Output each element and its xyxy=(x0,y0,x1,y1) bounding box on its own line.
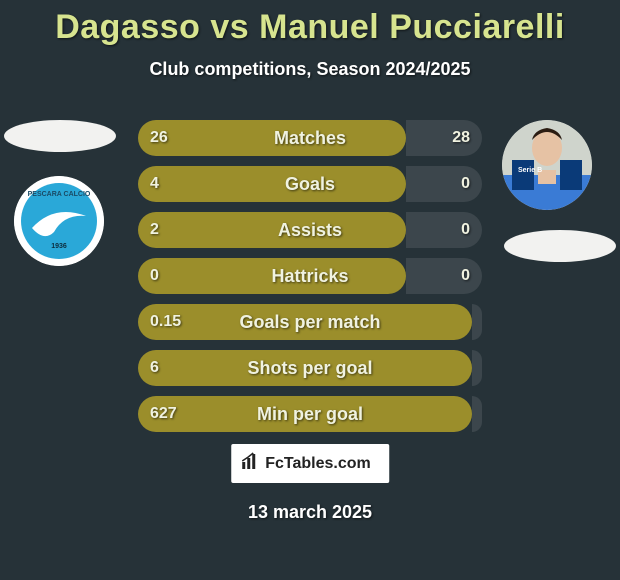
stat-bar: Min per goal627 xyxy=(138,396,482,432)
right-player-avatar: Serie B xyxy=(502,120,592,210)
comparison-bars: Matches2628Goals40Assists20Hattricks00Go… xyxy=(138,120,482,442)
stat-bar: Matches2628 xyxy=(138,120,482,156)
stat-bar: Goals per match0.15 xyxy=(138,304,482,340)
stat-bar-rest xyxy=(472,350,482,386)
date-stamp: 13 march 2025 xyxy=(0,502,620,523)
stat-bar-fill xyxy=(138,166,406,202)
stat-bar-rest xyxy=(472,304,482,340)
stat-bar-left-value: 0 xyxy=(150,258,159,294)
left-player-club-logo: PESCARA CALCIO 1936 xyxy=(14,176,104,266)
stat-bar: Hattricks00 xyxy=(138,258,482,294)
stat-bar-right-value: 0 xyxy=(461,258,470,294)
site-label: FcTables.com xyxy=(265,455,371,473)
stat-bar-left-value: 627 xyxy=(150,396,177,432)
right-ellipse xyxy=(504,230,616,262)
stat-bar-rest xyxy=(406,166,482,202)
stat-bar-left-value: 6 xyxy=(150,350,159,386)
left-ellipse xyxy=(4,120,116,152)
stat-bar-rest xyxy=(472,396,482,432)
stat-bar-left-value: 4 xyxy=(150,166,159,202)
stat-bar-fill xyxy=(138,396,472,432)
stat-bar-fill xyxy=(138,304,472,340)
stat-bar-right-value: 0 xyxy=(461,212,470,248)
stat-bar: Assists20 xyxy=(138,212,482,248)
stat-bar-rest xyxy=(406,120,482,156)
stat-bar: Goals40 xyxy=(138,166,482,202)
chart-icon xyxy=(241,452,259,475)
page-title: Dagasso vs Manuel Pucciarelli xyxy=(0,0,620,47)
svg-text:PESCARA CALCIO: PESCARA CALCIO xyxy=(28,191,91,198)
stat-bar-fill xyxy=(138,212,406,248)
stat-bar-fill xyxy=(138,258,406,294)
svg-text:1936: 1936 xyxy=(51,243,67,250)
stat-bar-left-value: 26 xyxy=(150,120,168,156)
stat-bar-left-value: 2 xyxy=(150,212,159,248)
stat-bar: Shots per goal6 xyxy=(138,350,482,386)
stat-bar-rest xyxy=(406,258,482,294)
stat-bar-right-value: 0 xyxy=(461,166,470,202)
stat-bar-right-value: 28 xyxy=(452,120,470,156)
svg-text:Serie B: Serie B xyxy=(518,167,542,174)
stat-bar-fill xyxy=(138,350,472,386)
site-badge: FcTables.com xyxy=(231,444,389,483)
stat-bar-left-value: 0.15 xyxy=(150,304,181,340)
stat-bar-fill xyxy=(138,120,406,156)
subtitle: Club competitions, Season 2024/2025 xyxy=(0,59,620,80)
stat-bar-rest xyxy=(406,212,482,248)
